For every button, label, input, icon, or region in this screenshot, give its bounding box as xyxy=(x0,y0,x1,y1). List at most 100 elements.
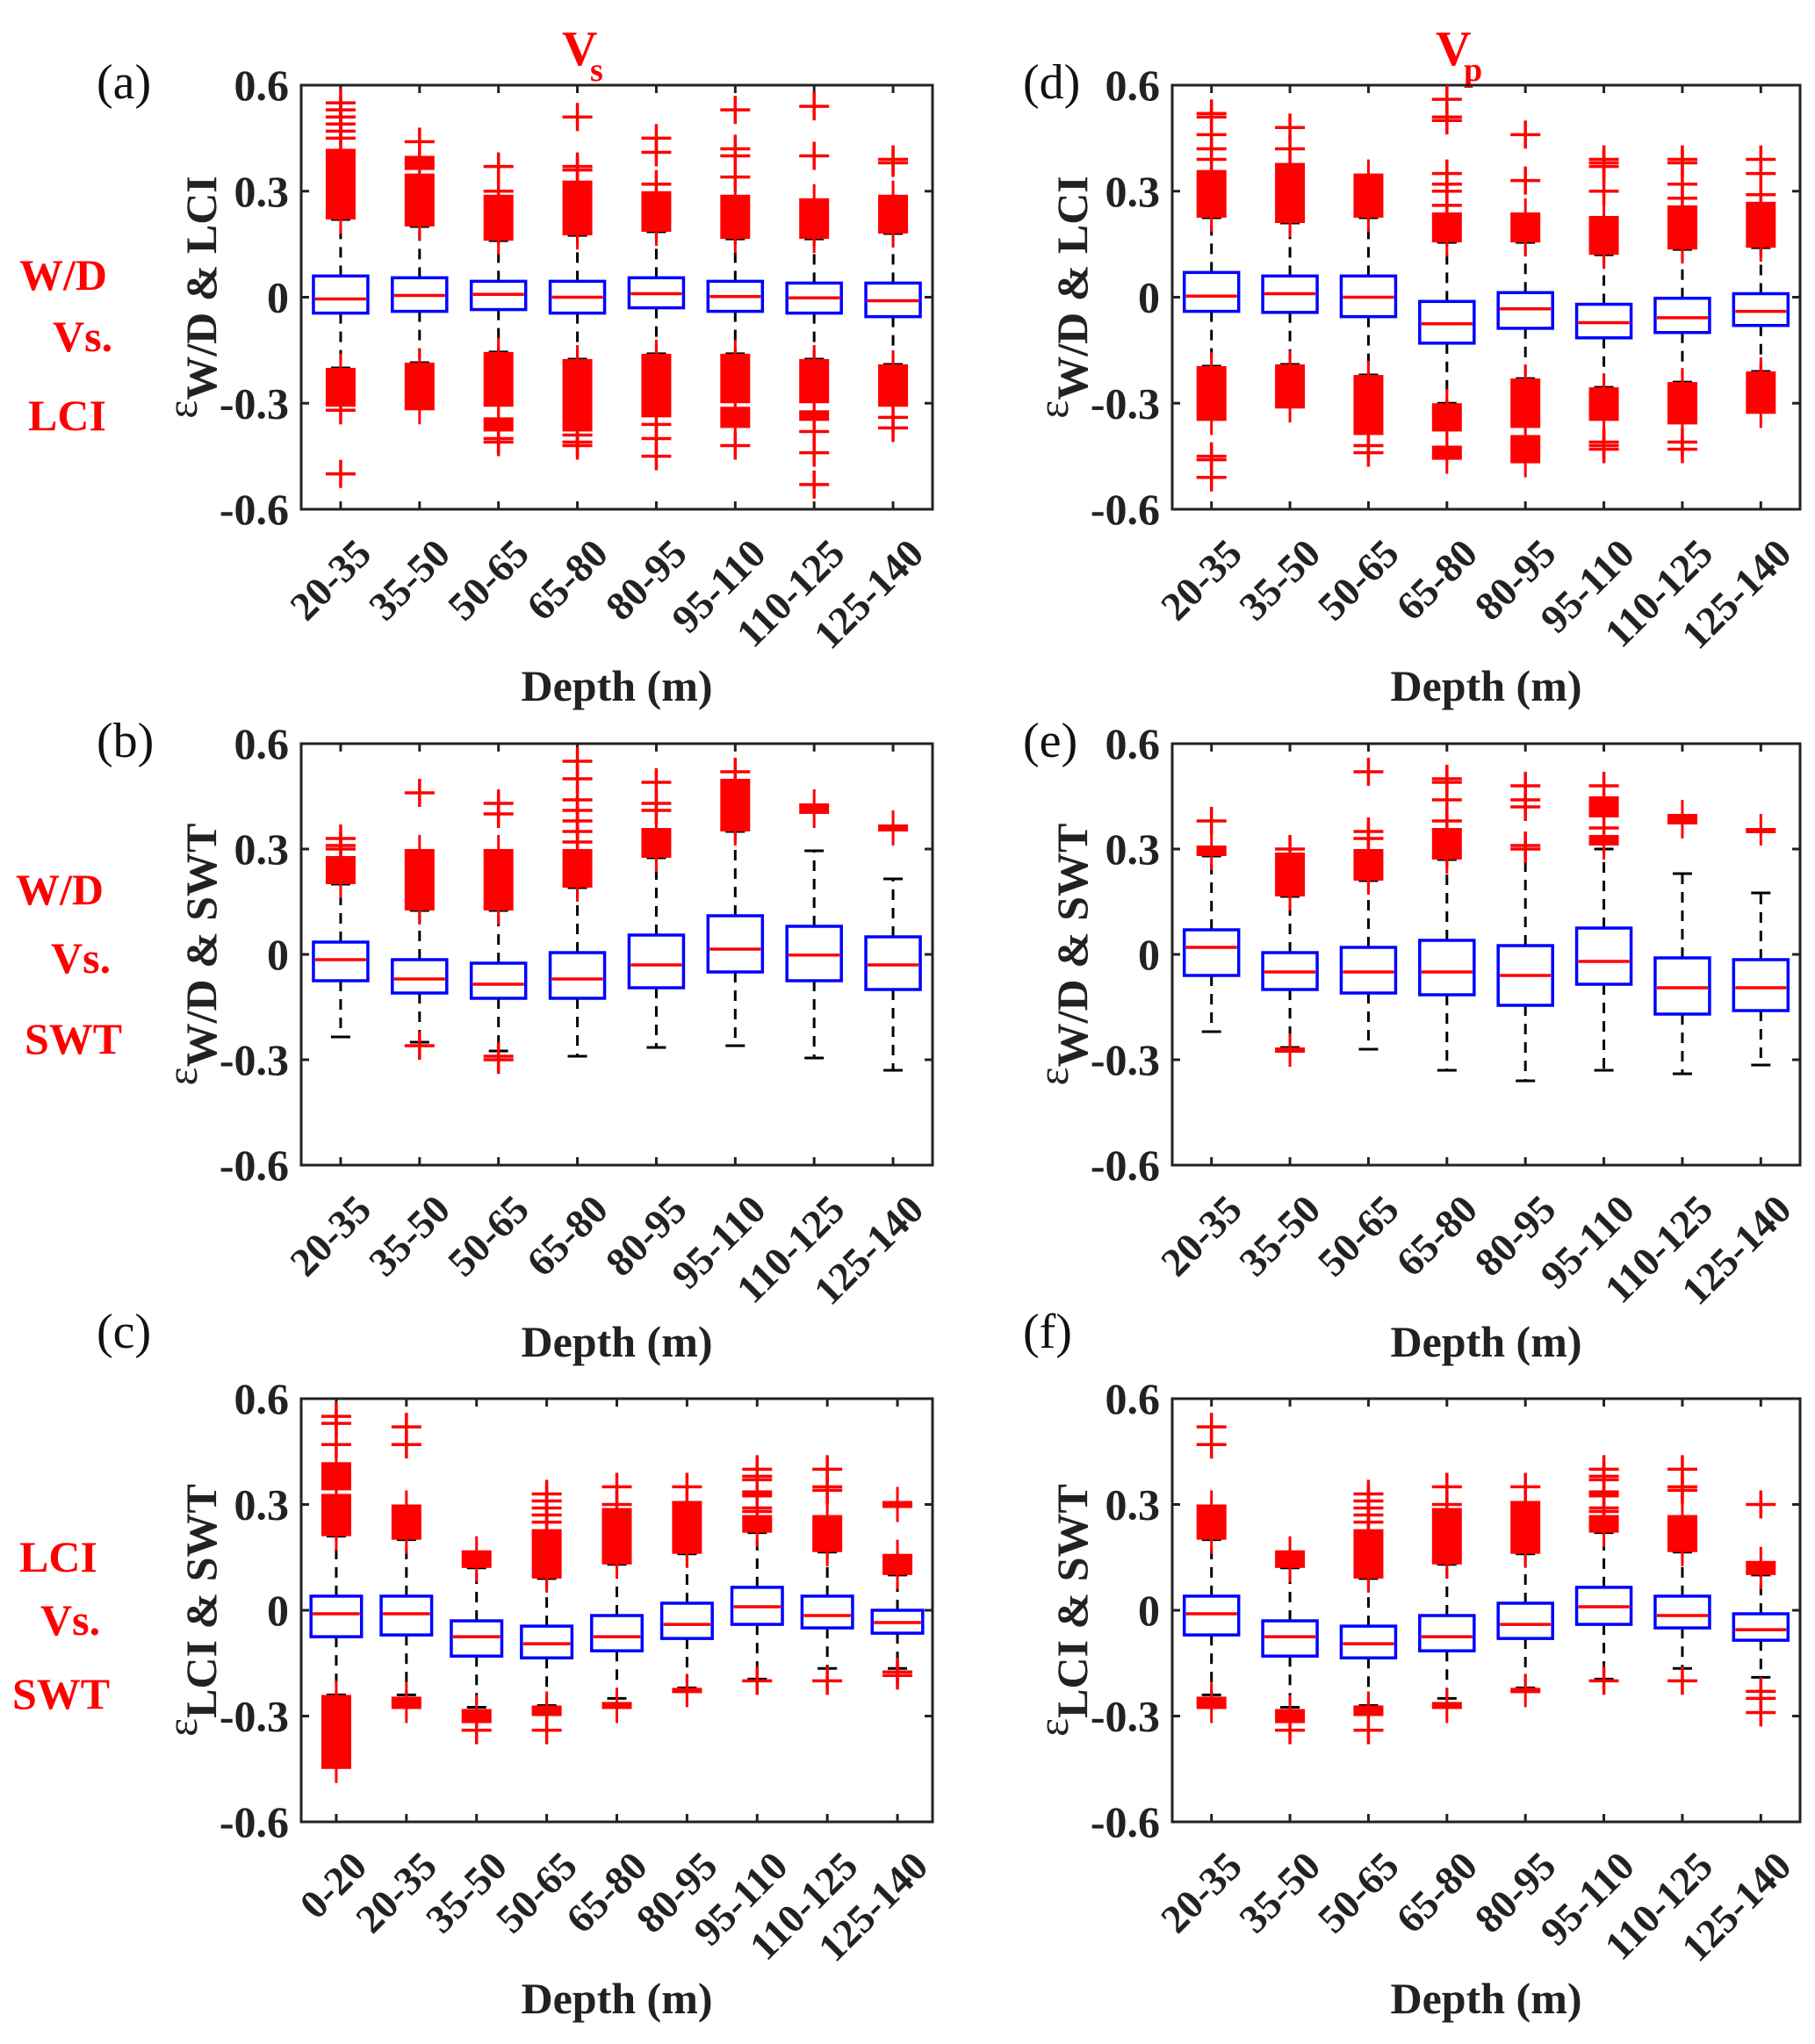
box xyxy=(312,940,370,982)
row-label-line: W/D xyxy=(19,250,107,299)
box-group xyxy=(1496,120,1554,478)
box-group xyxy=(627,124,686,471)
box-group xyxy=(1574,145,1633,464)
x-tick-label: 65-80 xyxy=(1387,1843,1486,1941)
y-tick-label: -0.3 xyxy=(1091,1035,1160,1084)
box-group xyxy=(1261,1536,1319,1745)
box xyxy=(785,925,843,982)
y-axis-label-subscript: W/D & LCI xyxy=(1048,176,1097,400)
y-tick-label: -0.3 xyxy=(220,1692,289,1741)
y-axis-label-epsilon: ε xyxy=(157,400,206,419)
box-group xyxy=(312,824,370,1039)
box xyxy=(312,274,370,315)
y-tick-label: 0.3 xyxy=(1106,1480,1161,1529)
x-tick-label: 35-50 xyxy=(360,1186,458,1285)
panel-b: (b) 0.6 0.3 0 -0.3 -0.6 εW/D & SWT Depth (m) 20-… xyxy=(97,714,934,1366)
box xyxy=(1182,928,1241,977)
box xyxy=(1732,1612,1790,1642)
y-tick-label: -0.3 xyxy=(220,1035,289,1084)
box xyxy=(548,951,607,1000)
box xyxy=(520,1624,574,1659)
row-label-line: Vs. xyxy=(51,933,111,982)
box-group xyxy=(1732,814,1790,1067)
y-axis-label-epsilon: ε xyxy=(1028,1718,1077,1737)
y-axis-label: εW/D & LCI xyxy=(1028,176,1097,419)
column-title-vs: V s xyxy=(562,22,603,89)
y-axis-label: εW/D & SWT xyxy=(1028,824,1097,1086)
y-tick-label: -0.6 xyxy=(1091,1797,1160,1846)
box-group xyxy=(1182,1413,1241,1724)
box-group xyxy=(548,747,607,1058)
box-group xyxy=(1653,1455,1711,1695)
x-tick-label: 65-80 xyxy=(558,1843,656,1941)
box xyxy=(1418,1614,1476,1652)
column-title-vp-sub: p xyxy=(1464,52,1482,89)
column-title-vp: V p xyxy=(1436,22,1482,89)
box xyxy=(379,1594,434,1637)
y-tick-label: -0.3 xyxy=(220,378,289,428)
box-group xyxy=(1418,765,1476,1072)
box-group xyxy=(1261,113,1319,423)
x-tick-label: 50-65 xyxy=(487,1843,586,1941)
panel-e: (e) 0.6 0.3 0 -0.3 -0.6 εW/D & SWT Depth (m) 20-… xyxy=(1023,714,1802,1366)
box-group xyxy=(1261,835,1319,1067)
box xyxy=(1574,302,1633,340)
x-axis-label: Depth (m) xyxy=(521,661,712,710)
y-tick-label: 0 xyxy=(267,1586,289,1635)
y-tick-label: 0 xyxy=(267,273,289,322)
box-group xyxy=(309,1402,364,1783)
x-axis-label: Depth (m) xyxy=(1390,661,1581,710)
panel-f: (f) 0.6 0.3 0 -0.3 -0.6 εLCI & SWT Depth (m) 20-… xyxy=(1023,1305,1802,2023)
row-label-wd-vs-swt: W/D Vs. SWT xyxy=(16,865,122,1063)
column-title-vp-main: V xyxy=(1436,22,1471,76)
x-tick-label: 20-35 xyxy=(1152,530,1250,629)
x-tick-label: 20-35 xyxy=(1152,1843,1250,1941)
x-axis-label: Depth (m) xyxy=(521,1974,712,2023)
box-group xyxy=(870,1486,925,1690)
panel-label: (a) xyxy=(97,55,151,110)
box-group xyxy=(659,1472,714,1708)
box-group xyxy=(469,152,528,457)
y-tick-label: 0 xyxy=(267,930,289,979)
y-axis-label-epsilon: ε xyxy=(157,1718,206,1737)
y-tick-label: -0.6 xyxy=(220,1797,289,1846)
box-group xyxy=(1496,772,1554,1083)
y-axis-label: εW/D & SWT xyxy=(157,824,226,1086)
panel-label: (b) xyxy=(97,714,154,768)
y-axis-label-epsilon: ε xyxy=(157,1067,206,1085)
box-group xyxy=(864,145,922,443)
box-group xyxy=(469,789,528,1074)
x-tick-label: 35-50 xyxy=(1230,530,1329,629)
box-group xyxy=(548,103,607,460)
box xyxy=(469,961,528,1000)
x-tick-label: 65-80 xyxy=(518,1186,616,1285)
box xyxy=(1732,958,1790,1012)
y-axis-label-subscript: LCI & SWT xyxy=(1048,1484,1097,1718)
box xyxy=(1496,291,1554,330)
x-tick-label: 35-50 xyxy=(417,1843,515,1941)
box-group xyxy=(391,127,449,425)
panel-label: (c) xyxy=(97,1305,151,1359)
x-tick-label: 50-65 xyxy=(439,1186,537,1285)
y-axis-label: εLCI & SWT xyxy=(1028,1484,1097,1737)
y-tick-label: 0.3 xyxy=(1106,824,1161,874)
y-tick-label: -0.6 xyxy=(1091,485,1160,534)
box-group xyxy=(1732,145,1790,428)
box xyxy=(1182,1594,1241,1637)
box xyxy=(1339,946,1398,995)
box-group xyxy=(312,89,370,488)
row-label-line: W/D xyxy=(16,865,104,914)
y-axis-label-epsilon: ε xyxy=(1028,400,1077,419)
x-tick-label: 35-50 xyxy=(360,530,458,629)
y-tick-label: -0.6 xyxy=(1091,1141,1160,1190)
box xyxy=(589,1614,645,1652)
row-label-line: Vs. xyxy=(53,312,112,361)
box-group xyxy=(1182,807,1241,1033)
box-group xyxy=(1339,1479,1398,1745)
box xyxy=(391,958,449,995)
y-tick-label: 0.6 xyxy=(1106,1374,1161,1423)
box-group xyxy=(1418,85,1476,474)
y-axis-label-epsilon: ε xyxy=(1028,1067,1077,1085)
x-tick-label: 50-65 xyxy=(1309,530,1408,629)
